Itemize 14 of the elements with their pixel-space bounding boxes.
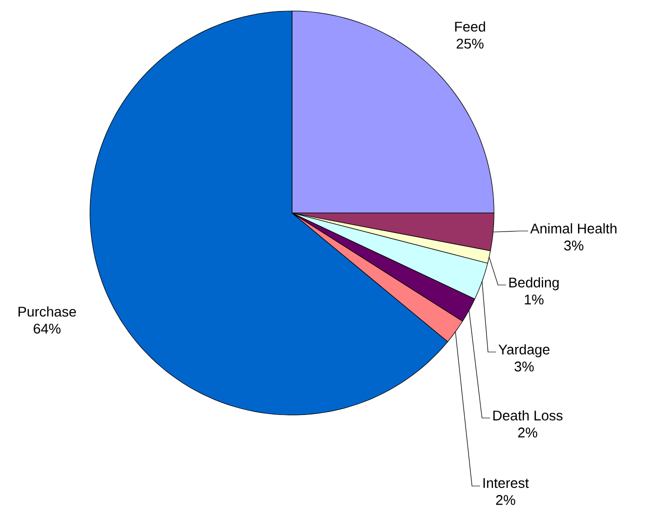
data-label: 64% bbox=[34, 324, 61, 334]
slice-label: Feed bbox=[455, 21, 486, 32]
slice-label: Interest bbox=[483, 478, 529, 488]
data-label: 3% bbox=[514, 362, 534, 372]
data-label: 2% bbox=[518, 428, 538, 438]
slice-label: Death Loss bbox=[493, 410, 562, 420]
slice-label: Animal Health bbox=[530, 223, 616, 234]
data-label: 25% bbox=[456, 38, 484, 49]
data-label: 2% bbox=[496, 495, 516, 505]
data-label: 1% bbox=[524, 294, 544, 304]
slice-label: Bedding bbox=[509, 277, 559, 290]
slice-label: Yardage bbox=[498, 344, 550, 358]
slice-label: Purchase bbox=[18, 306, 76, 317]
data-label: 3% bbox=[564, 240, 584, 250]
